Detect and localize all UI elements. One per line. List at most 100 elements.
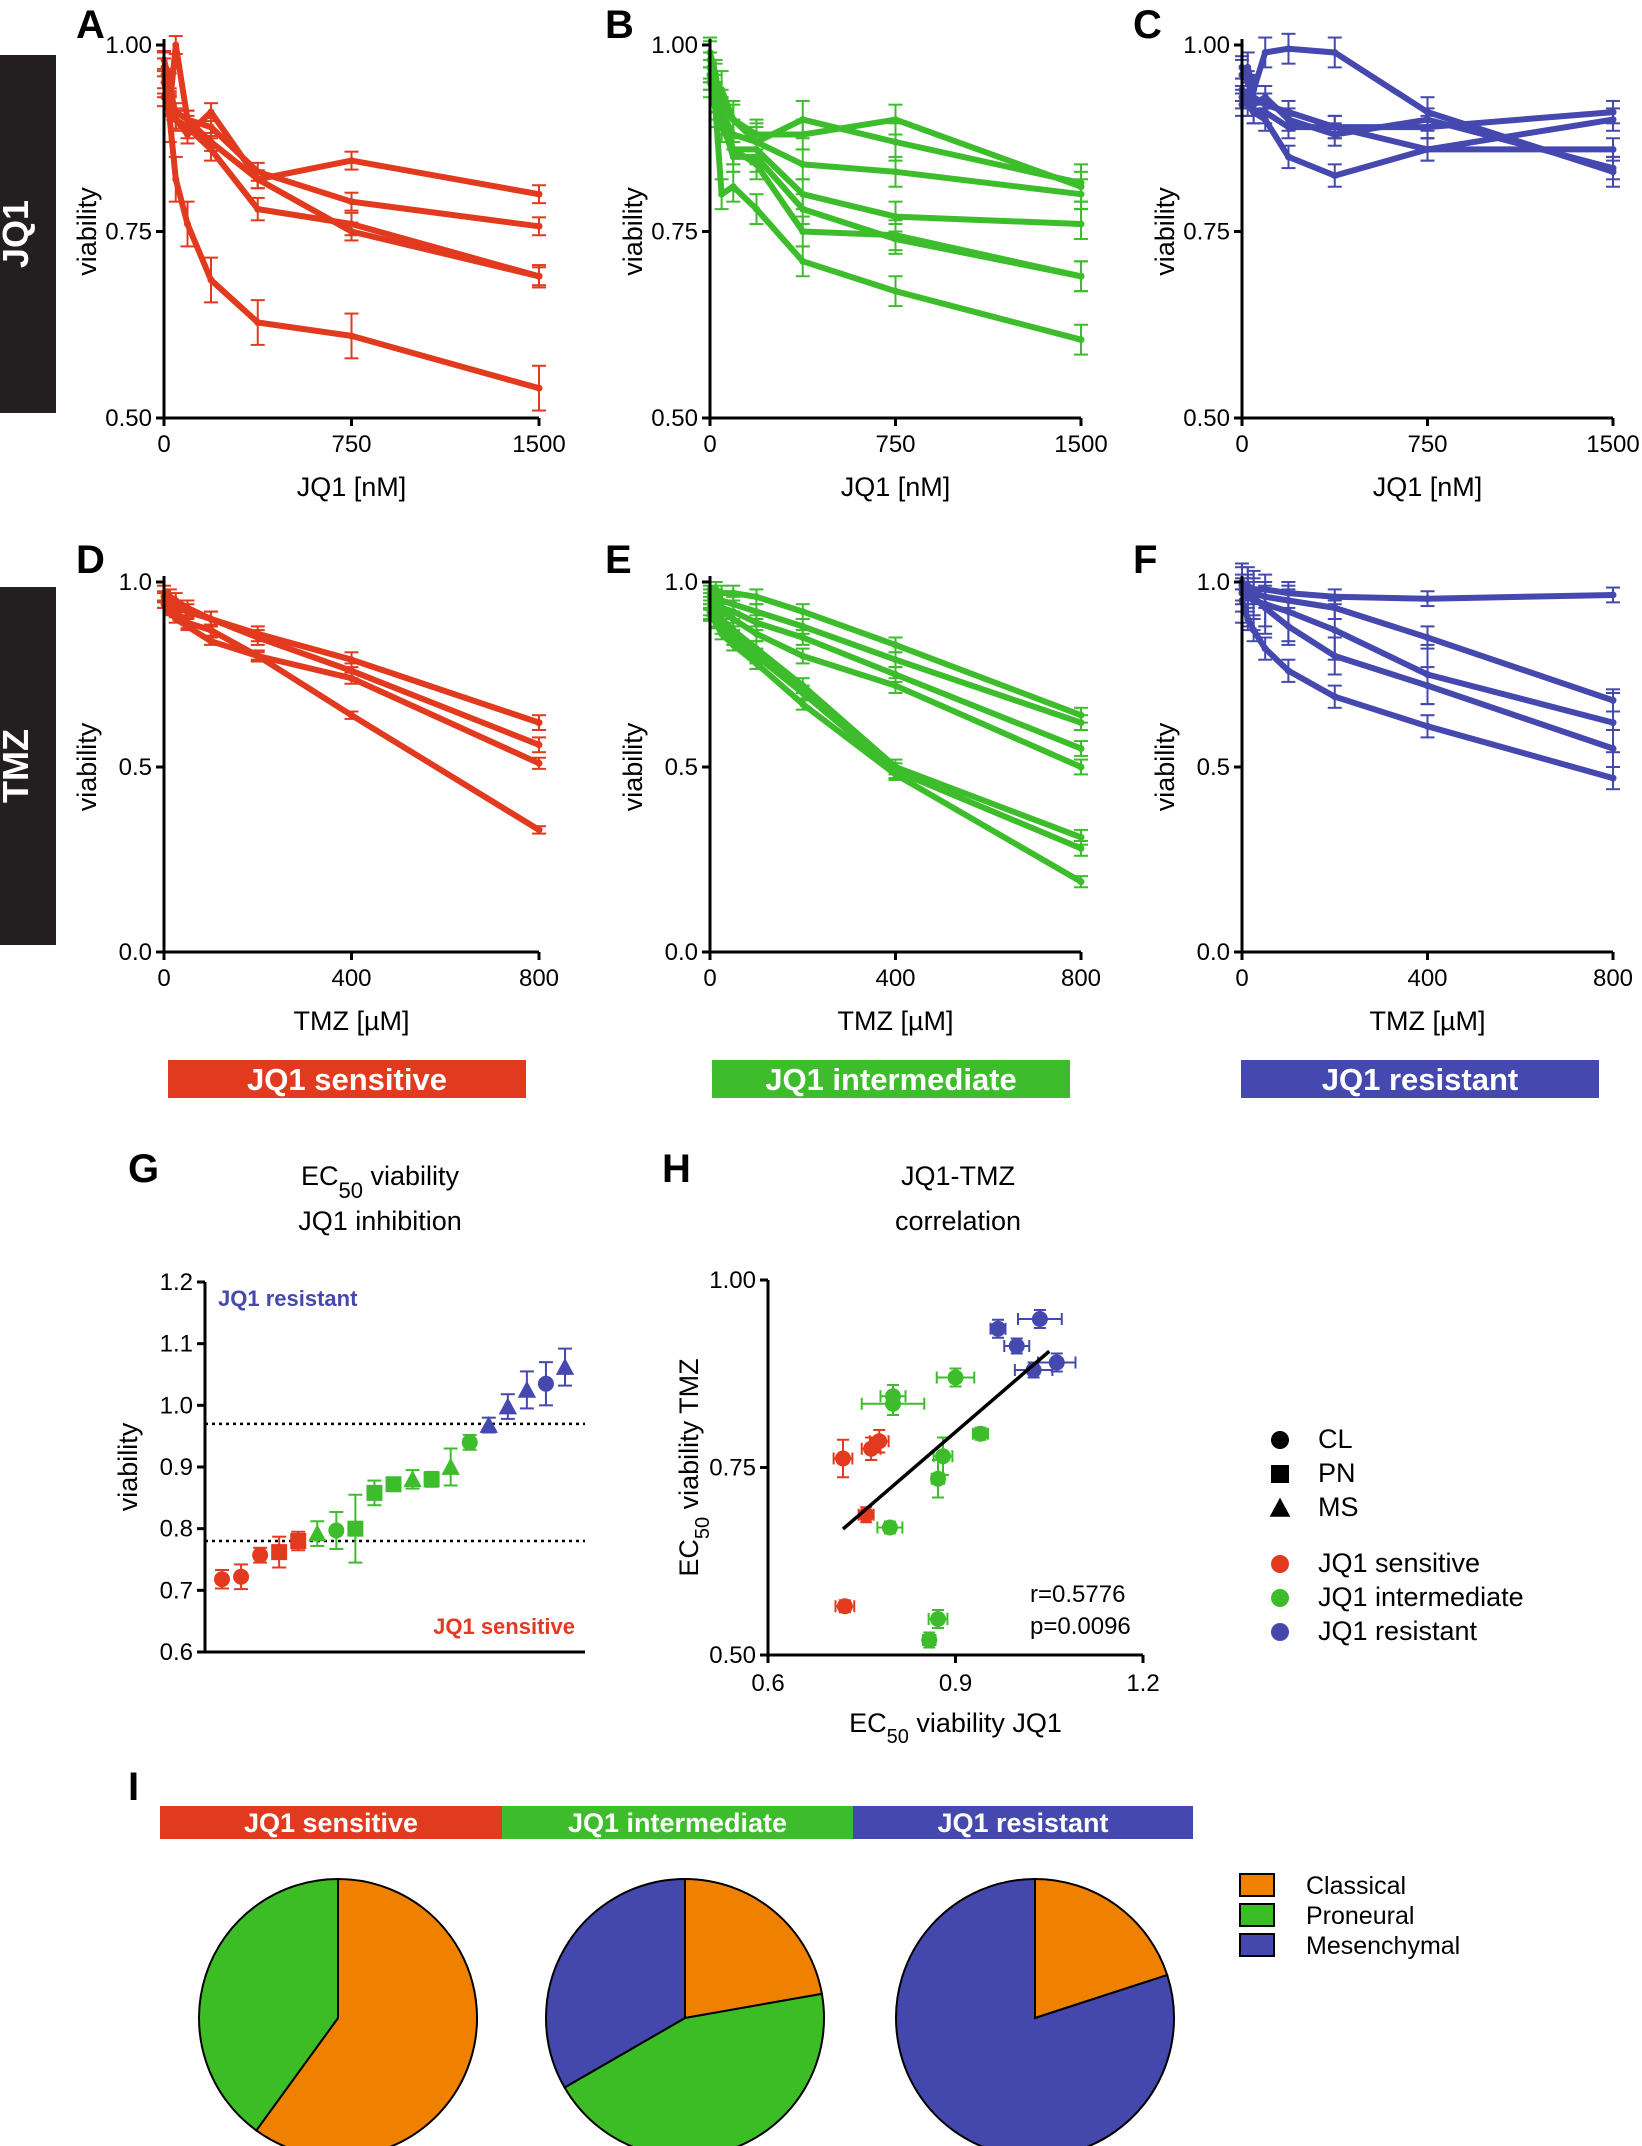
data-point [729,589,737,597]
y-label-post: viability TMZ [674,1358,704,1517]
data-point [207,637,215,645]
data-point [1077,833,1085,841]
shape-group-legend: CL PN MS JQ1 sensitive JQ1 intermediate JQ1 r… [1269,1424,1524,1646]
y-tick-label: 0.50 [105,405,152,432]
marker-triangle [403,1470,422,1488]
data-point [1250,93,1258,101]
y-axis-label: viability [1150,722,1180,811]
marker-triangle [498,1397,518,1415]
data-point [254,319,262,327]
data-point [535,826,543,834]
data-point [1331,123,1339,131]
data-point [535,222,543,230]
panel-letter-d: D [76,538,105,582]
legend-shape-label: MS [1318,1492,1359,1522]
y-tick-label: 0.5 [119,754,152,781]
data-point [348,157,355,165]
data-point [535,384,543,392]
data-point [799,689,807,697]
data-point [1244,78,1252,86]
banner-intermediate-label: JQ1 intermediate [765,1062,1017,1097]
pie-banner-label: JQ1 intermediate [568,1808,787,1838]
y-label-pre: EC [674,1539,704,1577]
y-axis-label: viability [72,187,102,276]
jq1-row-label: JQ1 [0,200,36,268]
x-tick-label: 1500 [1586,431,1639,458]
y-tick-label: 0.0 [119,939,152,966]
data-point [799,700,807,708]
data-point [1077,844,1085,852]
x-axis-label: TMZ [µM] [1369,1006,1485,1036]
data-point [718,190,726,198]
data-point [1008,1338,1025,1354]
data-point [1261,116,1269,124]
data-point [752,659,760,667]
legend-group-label: JQ1 resistant [1318,1616,1478,1646]
y-tick-label: 1.00 [651,32,698,59]
data-point [892,682,899,690]
x-tick-label: 0 [1235,431,1248,458]
data-point [1609,145,1617,153]
pie-slice-classical [684,1877,824,2020]
data-point [254,175,262,183]
panel-g-title-line2: JQ1 inhibition [298,1206,462,1236]
data-point [207,626,215,634]
series-line [161,71,542,392]
jq1-row-bar [0,55,56,413]
marker-triangle [555,1357,575,1375]
panel-h-correlation-plot: JQ1-TMZ correlation r=0.5776 p=0.0096 0.6 0.9… [674,1161,1160,1748]
x-axis-label: JQ1 [nM] [841,472,951,502]
panel-a-chart: 0 750 1500 0.50 0.75 1.00 JQ1 [nM] viability [72,32,566,502]
data-point [752,593,760,601]
pie-banner-intermediate [502,1806,853,1839]
marker-circle [252,1547,269,1564]
x-axis-label: EC50 viability JQ1 [849,1708,1062,1748]
data-point [892,168,899,176]
data-point [1424,595,1431,603]
panel-i-pies: JQ1 sensitive JQ1 intermediate JQ1 resista… [160,1806,1460,2146]
data-point [1609,164,1617,172]
data-point [836,1598,853,1615]
y-axis-label: viability [72,722,102,811]
data-point [535,719,543,727]
data-point [892,287,899,295]
data-point [718,630,726,638]
data-point [1031,1311,1048,1327]
y-tick-label: 0.5 [665,754,698,781]
data-point [752,608,760,616]
data-point [1077,190,1085,198]
data-point [972,1425,989,1442]
data-point [1077,220,1085,228]
data-point [1261,101,1269,109]
pie-slice-classical [1034,1877,1169,2020]
panel-d-chart: 0 400 800 0.0 0.5 1.0 TMZ [µM] viability [72,569,559,1036]
data-point [348,332,355,340]
panel-h-title-line1: JQ1-TMZ [901,1161,1015,1191]
data-point [835,1450,851,1467]
x-tick-label: 0 [703,965,716,992]
data-point [1077,719,1085,727]
data-point [535,741,543,749]
marker-triangle [308,1524,327,1542]
data-point [881,1519,898,1536]
data-point [1609,774,1617,782]
data-point [1609,719,1617,727]
data-point [892,770,899,778]
x-tick-label: 400 [875,965,915,992]
data-point [729,183,737,191]
data-point [930,1611,946,1627]
y-tick-label: 1.00 [105,32,152,59]
banner-sensitive [168,1060,526,1098]
data-point [1077,336,1085,344]
x-tick-label: 1500 [1054,431,1107,458]
data-point [1284,667,1292,675]
panel-letter-a: A [76,3,105,47]
y-axis-label: viability [113,1422,143,1511]
panel-letter-h: H [662,1147,691,1191]
data-point [1424,682,1431,690]
marker-circle [461,1434,478,1451]
x-tick-label: 800 [1061,965,1101,992]
y-tick-label: 1.1 [160,1331,193,1358]
data-point [1250,626,1258,634]
